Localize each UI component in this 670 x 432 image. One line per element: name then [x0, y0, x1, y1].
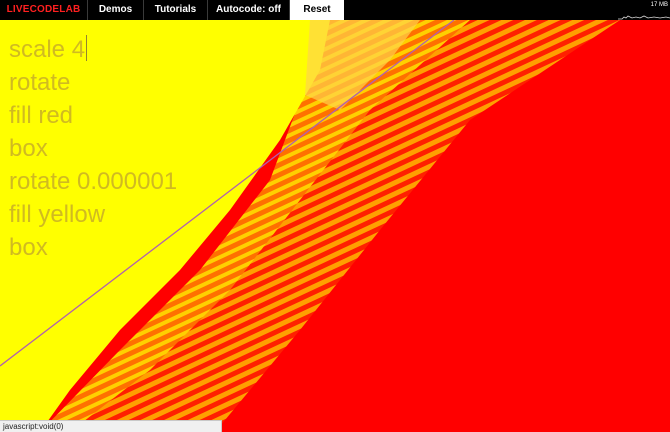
code-line[interactable]: fill yellow — [9, 201, 106, 228]
diagonal-line — [0, 19, 455, 367]
reset-button[interactable]: Reset — [290, 0, 344, 20]
code-editor[interactable]: scale 4 rotate fill red box rotate 0.000… — [9, 33, 177, 264]
transition-band-inner — [40, 20, 470, 432]
memory-graph — [618, 10, 670, 20]
livecodelab-logo[interactable]: LIVECODELAB — [0, 0, 88, 20]
memory-stats-widget: 17 MB — [618, 0, 670, 20]
text-cursor — [86, 35, 88, 61]
code-line[interactable]: fill red — [9, 102, 74, 129]
top-menu-bar: LIVECODELAB Demos Tutorials Autocode: of… — [0, 0, 670, 20]
code-line[interactable]: box — [9, 135, 48, 162]
tutorials-menu[interactable]: Tutorials — [144, 0, 208, 20]
code-line[interactable]: box — [9, 234, 48, 261]
browser-status-bar: javascript:void(0) — [0, 420, 222, 432]
yellow-region — [0, 20, 330, 432]
code-line[interactable]: scale 4 — [9, 35, 88, 63]
speckle-region — [305, 20, 420, 110]
autocode-toggle[interactable]: Autocode: off — [208, 0, 290, 20]
demos-menu[interactable]: Demos — [88, 0, 144, 20]
code-line[interactable]: rotate 0.000001 — [9, 168, 178, 195]
code-line[interactable]: rotate — [9, 69, 71, 96]
memory-stats-label: 17 MB — [650, 2, 668, 8]
